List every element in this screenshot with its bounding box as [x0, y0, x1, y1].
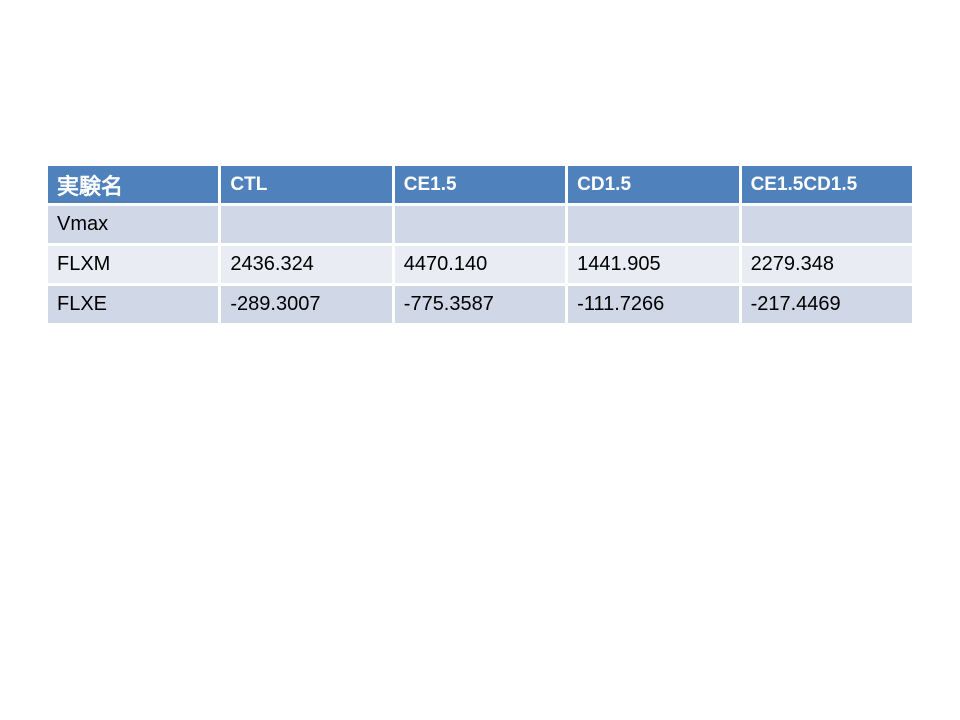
value-cell: -775.3587 [394, 286, 566, 323]
results-table: 実験名 CTL CE1.5 CD1.5 CE1.5CD1.5 Vmax FLXM… [45, 163, 915, 326]
row-label-cell: FLXM [48, 246, 219, 283]
header-cell-experiment-name: 実験名 [48, 166, 219, 203]
row-label-cell: FLXE [48, 286, 219, 323]
table-header-row: 実験名 CTL CE1.5 CD1.5 CE1.5CD1.5 [48, 166, 912, 203]
header-cell-ce15cd15: CE1.5CD1.5 [741, 166, 912, 203]
value-cell: 1441.905 [568, 246, 739, 283]
value-cell [741, 206, 912, 243]
value-cell [221, 206, 392, 243]
value-cell [568, 206, 739, 243]
value-cell: 4470.140 [394, 246, 566, 283]
header-cell-ctl: CTL [221, 166, 392, 203]
value-cell [394, 206, 566, 243]
value-cell: -111.7266 [568, 286, 739, 323]
table-row-flxm: FLXM 2436.324 4470.140 1441.905 2279.348 [48, 246, 912, 283]
value-cell: -217.4469 [741, 286, 912, 323]
row-label-cell: Vmax [48, 206, 219, 243]
value-cell: 2436.324 [221, 246, 392, 283]
header-cell-ce15: CE1.5 [394, 166, 566, 203]
value-cell: -289.3007 [221, 286, 392, 323]
value-cell: 2279.348 [741, 246, 912, 283]
table-row-flxe: FLXE -289.3007 -775.3587 -111.7266 -217.… [48, 286, 912, 323]
header-cell-cd15: CD1.5 [568, 166, 739, 203]
table-row-vmax: Vmax [48, 206, 912, 243]
